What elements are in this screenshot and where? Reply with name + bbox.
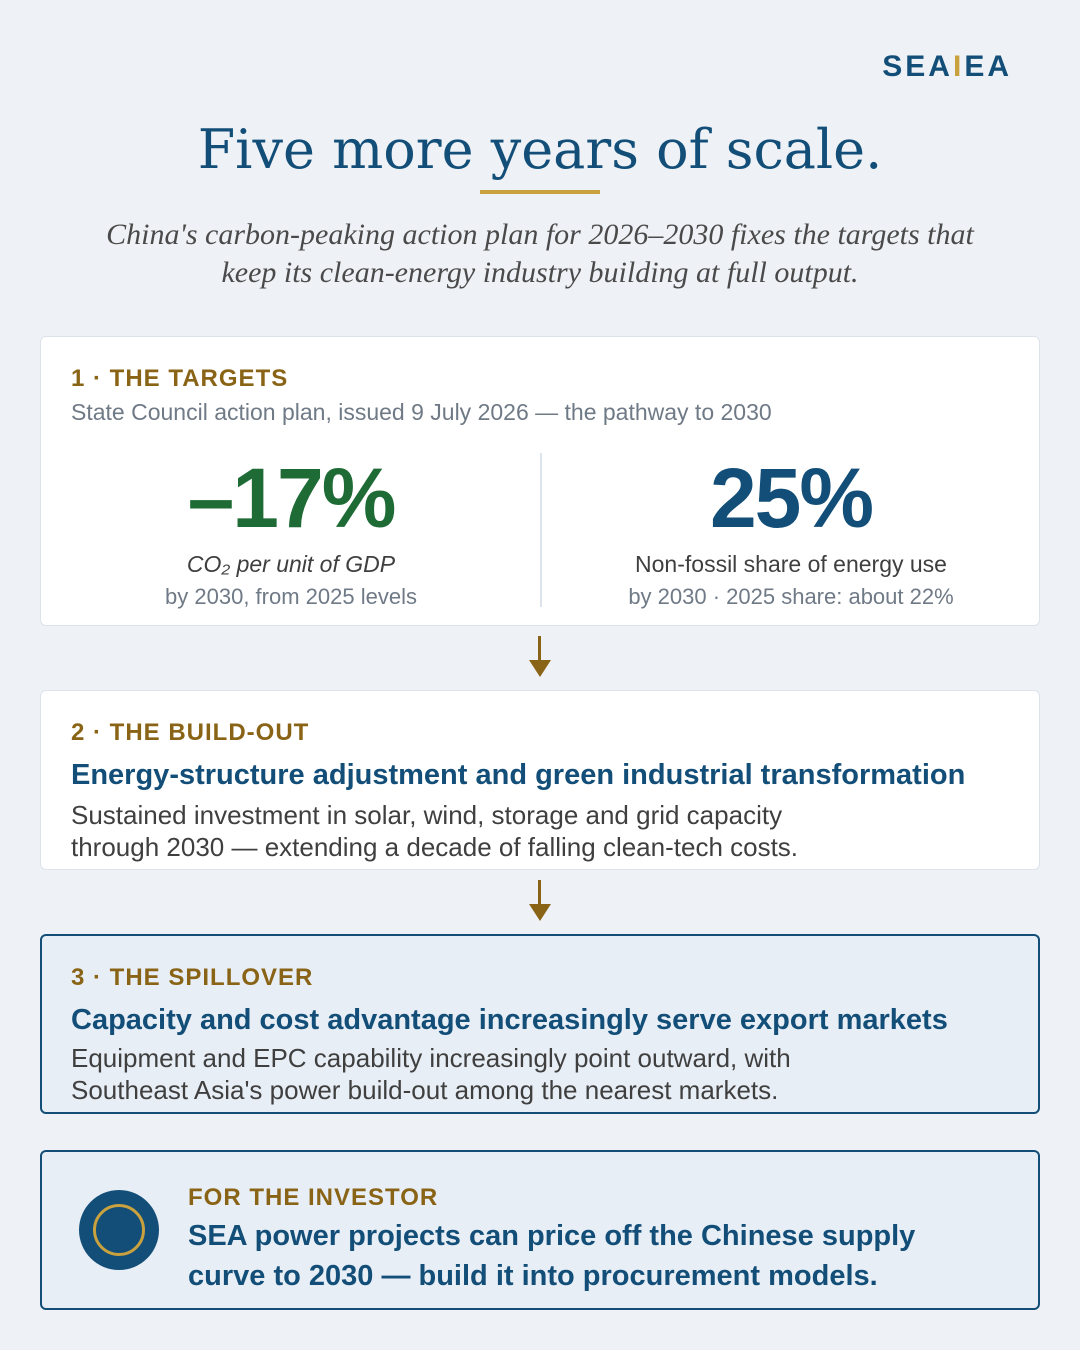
subtitle-line-1: China's carbon-peaking action plan for 2… <box>106 218 974 251</box>
buildout-card: 2 · THE BUILD-OUT Energy-structure adjus… <box>40 690 1040 870</box>
spillover-card: 3 · THE SPILLOVER Capacity and cost adva… <box>40 934 1040 1114</box>
co2-stat-label: CO₂ per unit of GDP <box>186 551 396 577</box>
title-underline <box>480 190 600 194</box>
co2-stat-note: by 2030, from 2025 levels <box>165 584 417 609</box>
nonfossil-stat-label: Non-fossil share of energy use <box>635 551 947 577</box>
subtitle-line-2: keep its clean-energy industry building … <box>221 256 859 289</box>
brand-logo: SEAIEA <box>882 50 1012 84</box>
nonfossil-stat-note: by 2030 · 2025 share: about 22% <box>628 584 954 609</box>
nonfossil-stat-value: 25% <box>709 451 874 545</box>
targets-source: State Council action plan, issued 9 July… <box>71 399 772 425</box>
arrow-down-icon <box>529 636 551 678</box>
buildout-body-line-2: through 2030 — extending a decade of fal… <box>71 832 799 862</box>
logo-separator: I <box>952 50 965 83</box>
page-subtitle: China's carbon-peaking action plan for 2… <box>40 216 1040 292</box>
buildout-body-line-1: Sustained investment in solar, wind, sto… <box>71 800 783 830</box>
logo-right: EA <box>964 50 1012 83</box>
logo-left: SEA <box>882 50 953 83</box>
investor-line-2: curve to 2030 — build it into procuremen… <box>188 1260 878 1292</box>
investor-card: FOR THE INVESTOR SEA power projects can … <box>40 1150 1040 1310</box>
spillover-eyebrow: 3 · THE SPILLOVER <box>71 964 314 991</box>
buildout-body: Sustained investment in solar, wind, sto… <box>71 799 871 863</box>
buildout-eyebrow: 2 · THE BUILD-OUT <box>71 719 310 746</box>
investor-line-1: SEA power projects can price off the Chi… <box>188 1220 916 1252</box>
ring-badge-icon <box>79 1190 159 1270</box>
investor-eyebrow: FOR THE INVESTOR <box>188 1184 439 1211</box>
spillover-body-line-2: Southeast Asia's power build-out among t… <box>71 1075 779 1105</box>
page-title: Five more years of scale. <box>197 118 883 181</box>
arrow-down-icon <box>529 880 551 922</box>
co2-stat: –17% CO₂ per unit of GDP by 2030, from 2… <box>71 453 511 610</box>
spillover-body: Equipment and EPC capability increasingl… <box>71 1042 871 1106</box>
nonfossil-stat: 25% Non-fossil share of energy use by 20… <box>571 453 1011 610</box>
targets-card: 1 · THE TARGETS State Council action pla… <box>40 336 1040 626</box>
targets-eyebrow: 1 · THE TARGETS <box>71 365 289 392</box>
co2-stat-value: –17% <box>187 451 397 545</box>
spillover-headline: Capacity and cost advantage increasingly… <box>71 1004 948 1036</box>
stat-divider <box>540 453 542 607</box>
buildout-headline: Energy-structure adjustment and green in… <box>71 759 966 791</box>
investor-takeaway: SEA power projects can price off the Chi… <box>188 1216 988 1296</box>
spillover-body-line-1: Equipment and EPC capability increasingl… <box>71 1043 791 1073</box>
